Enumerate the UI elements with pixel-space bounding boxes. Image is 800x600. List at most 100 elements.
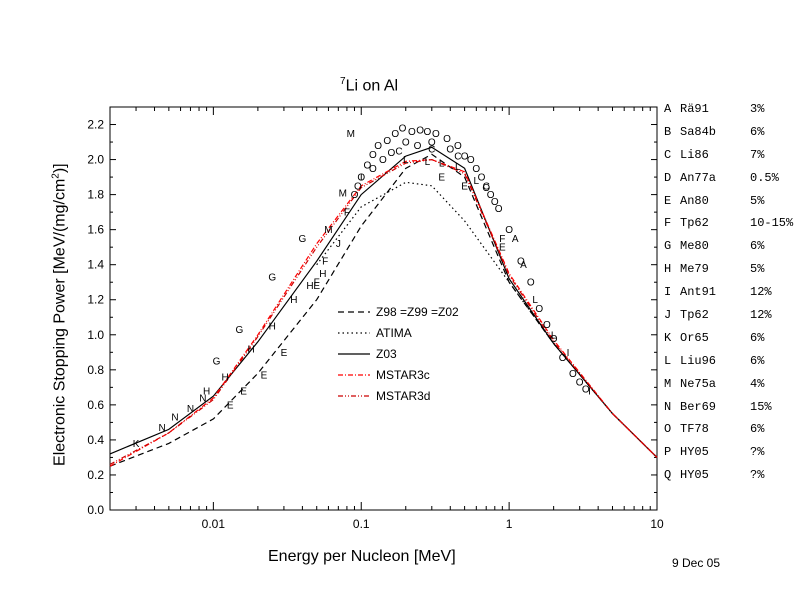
data-point-o: O xyxy=(505,225,513,236)
y-tick-label: 0.4 xyxy=(87,433,104,447)
reference-name: Rä91 xyxy=(680,102,709,116)
data-point-o: O xyxy=(402,138,410,149)
y-tick-label: 2.0 xyxy=(87,153,104,167)
data-point-e: E xyxy=(281,348,288,359)
reference-row: N Ber69 15% xyxy=(664,396,793,419)
data-point-o: O xyxy=(388,148,396,159)
data-point-m: M xyxy=(324,225,332,236)
data-point-o: O xyxy=(478,173,486,184)
data-point-h: H xyxy=(306,281,313,292)
data-point-l: L xyxy=(425,157,431,168)
reference-name: TF78 xyxy=(680,422,709,437)
data-point-o: O xyxy=(569,369,577,380)
reference-row: F Tp62 10-15% xyxy=(664,212,793,235)
reference-name: HY05 xyxy=(680,445,709,460)
reference-id: Q xyxy=(664,468,672,483)
title-main: Li on Al xyxy=(345,77,399,95)
data-point-h: H xyxy=(319,269,326,280)
data-point-o: O xyxy=(472,164,480,175)
data-point-f: F xyxy=(344,208,350,219)
reference-name: Tp62 xyxy=(680,308,709,323)
data-point-l: L xyxy=(455,162,461,173)
data-point-n: N xyxy=(158,423,165,434)
data-point-e: E xyxy=(313,281,320,292)
y-label-suffix: )] xyxy=(51,163,69,174)
data-point-o: O xyxy=(391,129,399,140)
reference-error: 6% xyxy=(750,330,765,345)
y-tick-label: 0.6 xyxy=(87,398,104,412)
data-point-k: K xyxy=(133,439,140,450)
x-tick-label: 10 xyxy=(650,517,664,531)
data-point-o: O xyxy=(354,181,362,192)
data-point-o: O xyxy=(487,190,495,201)
legend-label: Z03 xyxy=(376,347,397,361)
reference-name: An77a xyxy=(680,170,717,185)
reference-id: M xyxy=(664,376,672,391)
y-tick-label: 1.2 xyxy=(87,293,104,307)
reference-id: A xyxy=(664,102,672,116)
data-point-g: G xyxy=(236,325,244,336)
reference-name: Sa84b xyxy=(680,124,717,139)
data-point-e: E xyxy=(461,181,468,192)
reference-row: P HY05?% xyxy=(664,441,793,464)
x-tick-label: 1 xyxy=(506,517,513,531)
reference-row: E An80 5% xyxy=(664,190,793,213)
data-point-l: L xyxy=(439,159,445,170)
data-point-o: O xyxy=(446,145,454,156)
data-point-h: H xyxy=(203,386,210,397)
data-point-g: G xyxy=(299,234,307,245)
reference-id: I xyxy=(664,285,672,300)
data-point-o: O xyxy=(461,152,469,163)
reference-name: Me80 xyxy=(680,239,709,254)
data-point-o: O xyxy=(414,141,422,152)
data-point-j: J xyxy=(336,239,341,250)
reference-name: Liu96 xyxy=(680,353,717,368)
data-point-o: O xyxy=(576,378,584,389)
reference-error: 3% xyxy=(750,102,765,116)
data-point-c: C xyxy=(428,145,435,156)
data-point-o: O xyxy=(383,136,391,147)
data-point-l: L xyxy=(474,176,480,187)
reference-id: E xyxy=(664,193,672,208)
reference-row: I Ant91 12% xyxy=(664,281,793,304)
reference-name: Li86 xyxy=(680,147,709,162)
legend-label: Z98 =Z99 =Z02 xyxy=(376,305,459,319)
data-point-e: E xyxy=(499,243,506,254)
reference-id: O xyxy=(664,422,672,437)
data-point-n: N xyxy=(187,404,194,415)
reference-name: Ant91 xyxy=(680,285,717,300)
data-point-h: H xyxy=(221,372,228,383)
data-point-o: O xyxy=(379,155,387,166)
data-point-o: O xyxy=(416,125,424,136)
reference-row: J Tp62 12% xyxy=(664,304,793,327)
reference-row: B Sa84b 6% xyxy=(664,121,793,144)
x-tick-label: 0.1 xyxy=(353,517,370,531)
reference-error: 6% xyxy=(750,353,765,368)
data-point-o: O xyxy=(582,385,590,396)
reference-id: H xyxy=(664,262,672,277)
data-point-a: A xyxy=(512,234,519,245)
reference-error: 6% xyxy=(750,239,765,254)
data-point-n: N xyxy=(171,413,178,424)
reference-row: Q HY05?% xyxy=(664,464,793,487)
data-point-e: E xyxy=(227,400,234,411)
reference-id: P xyxy=(664,445,672,460)
reference-id: J xyxy=(664,308,672,323)
data-point-e: E xyxy=(261,371,268,382)
reference-row: L Liu96 6% xyxy=(664,350,793,373)
data-point-f: F xyxy=(314,278,320,289)
reference-id: L xyxy=(664,353,672,368)
y-tick-label: 1.0 xyxy=(87,328,104,342)
data-point-i: I xyxy=(567,348,570,359)
curve-2 xyxy=(109,146,658,458)
data-point-o: O xyxy=(423,127,431,138)
x-tick-label: 0.01 xyxy=(202,517,226,531)
curve-3 xyxy=(109,158,658,467)
y-label-superscript: 2 xyxy=(50,173,62,179)
data-point-o: O xyxy=(467,155,475,166)
reference-name: Tp62 xyxy=(680,216,709,231)
reference-row: D An77a 0.5% xyxy=(664,167,793,190)
data-point-m: M xyxy=(339,188,347,199)
data-point-o: O xyxy=(428,138,436,149)
reference-row: G Me80 6% xyxy=(664,235,793,258)
